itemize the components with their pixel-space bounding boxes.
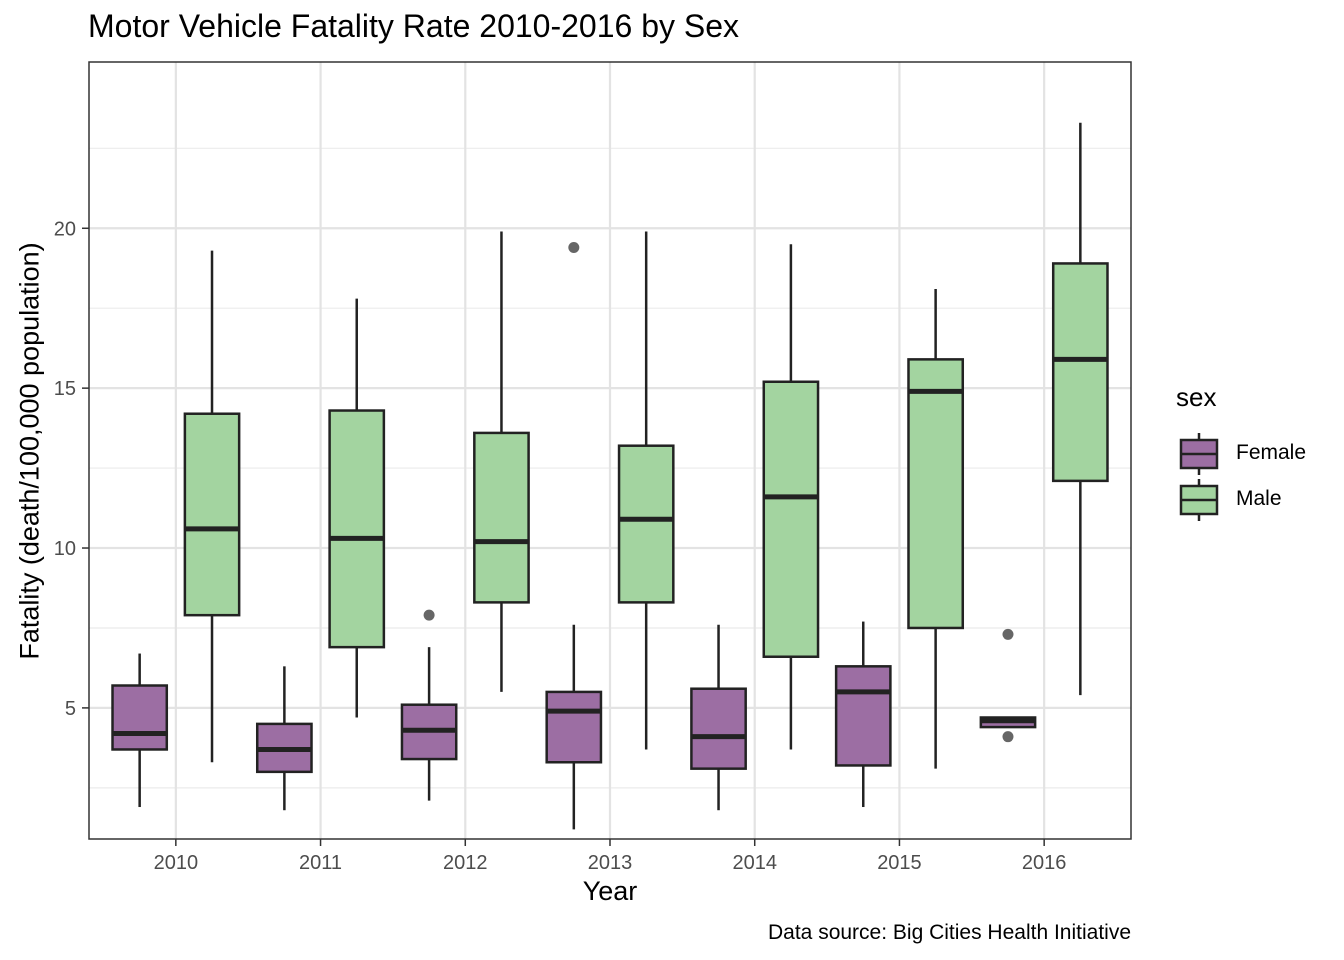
panel-border xyxy=(88,61,1132,840)
legend-key-female xyxy=(1179,433,1219,475)
x-tick-label: 2015 xyxy=(877,852,922,874)
legend-title: sex xyxy=(1176,382,1217,412)
outlier-point-female xyxy=(568,241,580,253)
legend-item-female: Female xyxy=(1176,431,1306,477)
x-axis-label: Year xyxy=(582,876,638,906)
y-tick-label: 20 xyxy=(54,218,76,240)
box-female-2010 xyxy=(111,684,169,751)
outlier-point-female xyxy=(1002,628,1014,640)
data-source-caption: Data source: Big Cities Health Initiativ… xyxy=(768,921,1131,944)
outlier-point-female xyxy=(423,609,435,621)
box-male-2010 xyxy=(183,412,241,617)
box-male-2016 xyxy=(1051,262,1109,483)
box-female-2013 xyxy=(545,690,603,764)
y-tick-label: 10 xyxy=(54,538,76,560)
chart-title: Motor Vehicle Fatality Rate 2010-2016 by… xyxy=(88,8,740,44)
y-tick-label: 15 xyxy=(54,378,76,400)
outlier-point-female xyxy=(1002,731,1014,743)
box-male-2014 xyxy=(762,380,820,658)
box-male-2011 xyxy=(328,409,386,649)
x-tick-label: 2016 xyxy=(1022,852,1067,874)
x-tick-label: 2013 xyxy=(588,852,633,874)
box-male-2015 xyxy=(907,358,965,630)
x-tick-label: 2014 xyxy=(732,852,777,874)
x-tick-label: 2011 xyxy=(299,852,342,874)
legend-key-male xyxy=(1179,479,1219,521)
box-male-2012 xyxy=(473,431,530,604)
legend-item-male: Male xyxy=(1176,477,1282,523)
legend-label-male: Male xyxy=(1236,487,1282,510)
legend: sex Female Male xyxy=(1176,382,1306,523)
legend-label-female: Female xyxy=(1236,441,1307,464)
x-tick-label: 2012 xyxy=(443,852,488,874)
y-axis-label: Fatality (death/100,000 population) xyxy=(14,242,45,660)
box-male-2013 xyxy=(617,444,675,604)
y-tick-label: 5 xyxy=(65,698,76,720)
x-tick-label: 2010 xyxy=(154,852,199,874)
box-female-2015 xyxy=(834,665,892,767)
box-female-2014 xyxy=(690,687,747,770)
